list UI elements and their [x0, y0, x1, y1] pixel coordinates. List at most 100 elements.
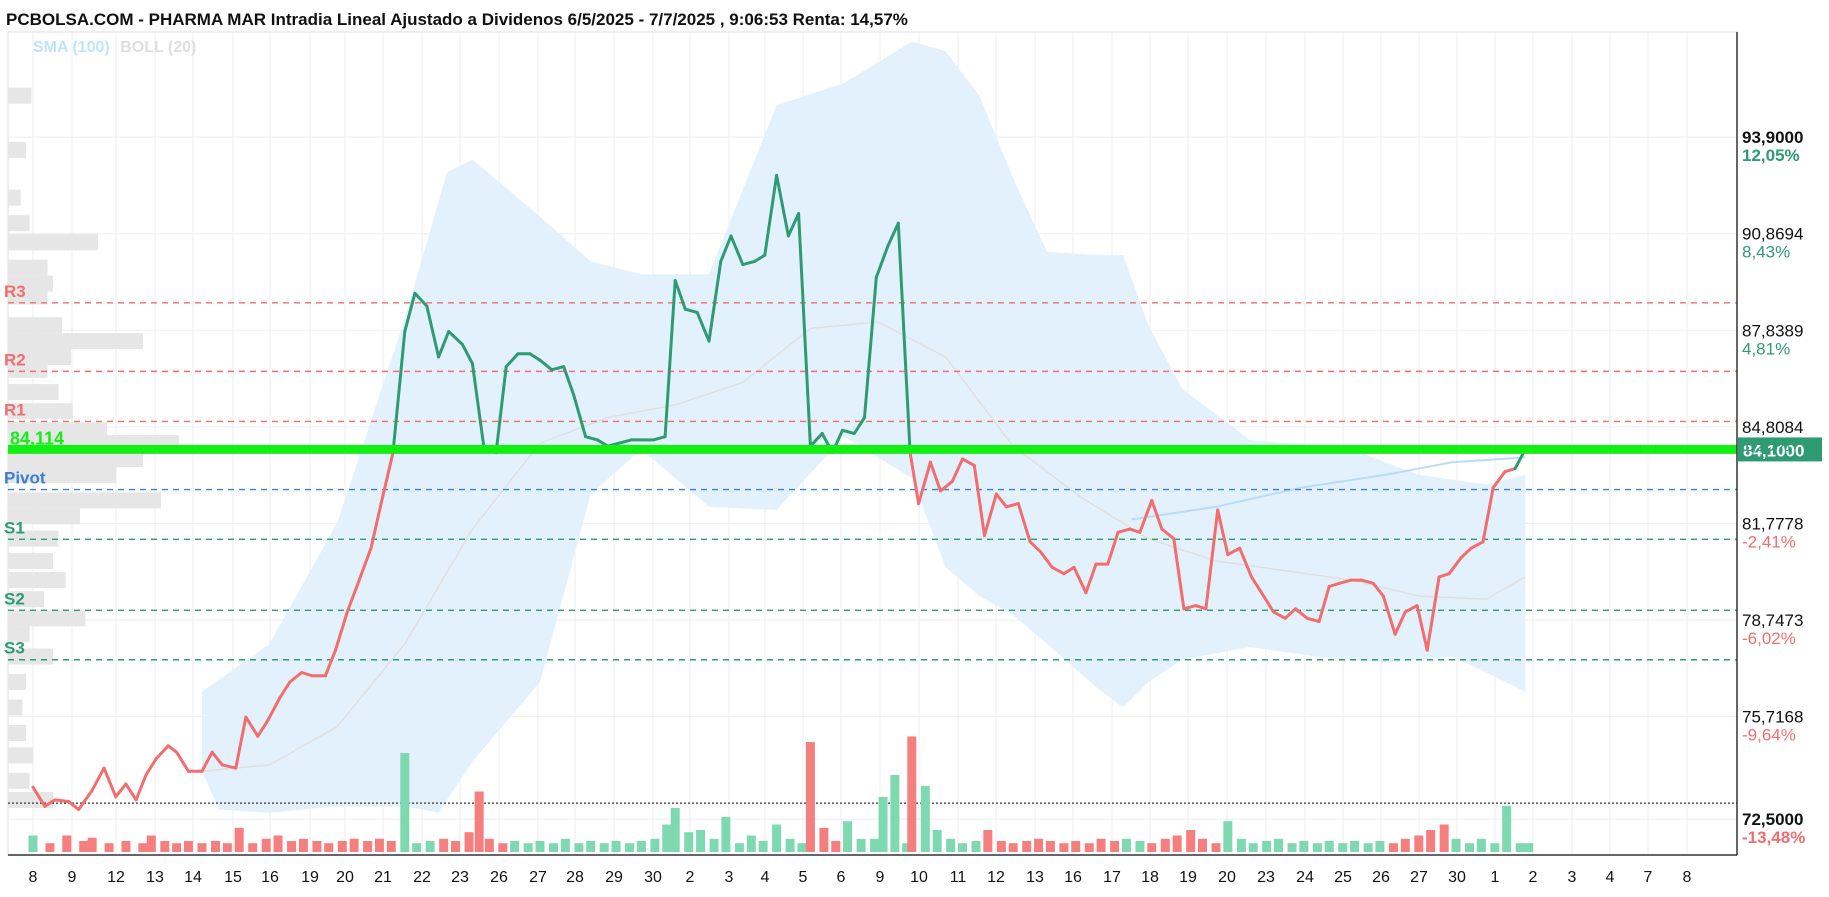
volume-bar	[932, 830, 942, 852]
x-tick-label: 17	[1103, 869, 1121, 886]
x-tick-label: 25	[1334, 869, 1352, 886]
price-segment	[114, 782, 128, 799]
volume-bar	[79, 841, 89, 852]
volume-bar	[721, 816, 731, 852]
volume-bar	[374, 838, 384, 852]
price-segment	[550, 365, 566, 372]
price-segment	[288, 671, 304, 684]
volume-bar	[400, 753, 410, 852]
volume-bar	[650, 838, 660, 852]
y-tick-percent: -6,02%	[1742, 629, 1796, 648]
y-tick-price: 84,8084	[1742, 418, 1803, 437]
price-segment	[797, 212, 812, 448]
price-segment	[1425, 575, 1441, 652]
volume-bar	[197, 843, 207, 852]
price-segment	[695, 310, 711, 343]
x-tick-label: 21	[374, 869, 392, 886]
profile-bar	[8, 333, 143, 350]
x-tick-label: 11	[950, 869, 967, 886]
volume-bar	[890, 775, 900, 852]
price-segment	[210, 750, 224, 767]
x-tick-label: 23	[1257, 869, 1275, 886]
volume-bar	[337, 841, 347, 852]
profile-bar	[8, 422, 107, 439]
price-segment	[1337, 578, 1353, 585]
x-tick-label: 30	[1448, 869, 1466, 886]
volume-bar	[45, 843, 55, 852]
volume-bar	[560, 838, 570, 852]
x-tick-label: 20	[1218, 869, 1236, 886]
x-tick-label: 8	[1683, 869, 1692, 886]
price-segment	[1250, 575, 1264, 595]
x-tick-label: 8	[29, 869, 38, 886]
price-segment	[1415, 604, 1429, 652]
volume-bar	[298, 838, 308, 852]
volume-bar	[273, 835, 283, 852]
y-tick-price: 87,8389	[1742, 321, 1803, 340]
volume-bar	[599, 843, 609, 852]
volume-bar	[287, 841, 297, 852]
volume-bar	[996, 841, 1006, 852]
x-tick-label: 15	[224, 869, 242, 886]
price-segment	[863, 275, 878, 420]
y-tick-price: 93,9000	[1742, 128, 1803, 147]
volume-bar	[160, 841, 170, 852]
volume-bar	[349, 838, 359, 852]
x-tick-label: 23	[451, 869, 469, 886]
pivot-label-s1: S1	[4, 518, 25, 537]
price-segment	[345, 578, 361, 614]
x-tick-label: 30	[644, 869, 662, 886]
volume-bar	[797, 843, 807, 852]
volume-bar	[819, 827, 829, 852]
x-tick-label: 6	[837, 869, 846, 886]
price-segment	[154, 744, 170, 760]
x-tick-label: 9	[68, 869, 77, 886]
volume-bar	[946, 838, 956, 852]
price-segment	[1491, 470, 1507, 490]
volume-bar	[261, 838, 271, 852]
price-segment	[1050, 565, 1066, 576]
price-segment	[729, 234, 745, 267]
price-segment	[775, 173, 790, 238]
price-segment	[494, 365, 508, 455]
volume-bar	[1084, 843, 1094, 852]
volume-bar	[1287, 843, 1297, 852]
pivot-lines: R3 R2 R1 Pivot S1 S2 S3	[4, 282, 1737, 804]
price-segment	[1216, 508, 1230, 557]
x-tick-label: 20	[336, 869, 354, 886]
price-segment	[266, 696, 282, 722]
volume-bar	[983, 830, 993, 852]
volume-bar	[386, 841, 396, 852]
x-tick-label: 28	[566, 869, 584, 886]
price-segment	[437, 330, 451, 359]
volume-bar	[1008, 843, 1018, 852]
price-segment	[673, 279, 687, 311]
price-segment	[1327, 581, 1341, 588]
volume-bar	[510, 841, 520, 852]
volume-bar	[1096, 838, 1106, 852]
price-segment	[994, 492, 1008, 509]
volume-bar	[1172, 835, 1182, 852]
y-tick-price: 72,5000	[1742, 810, 1803, 829]
x-tick-label: 7	[1644, 869, 1653, 886]
price-segment	[220, 763, 238, 770]
current-price-badge	[1738, 437, 1822, 462]
x-tick-label: 26	[1372, 869, 1390, 886]
volume-bar	[1248, 843, 1258, 852]
price-segment	[983, 492, 998, 537]
price-segment	[447, 330, 464, 346]
volume-bar	[1034, 838, 1044, 852]
volume-bar	[1299, 841, 1309, 852]
volume-bar	[1363, 843, 1373, 852]
price-segment	[939, 479, 954, 493]
price-segment	[1004, 502, 1020, 509]
price-segment	[886, 221, 900, 247]
price-segment	[1403, 604, 1419, 614]
volume-bar	[1121, 838, 1131, 852]
volume-bar	[1490, 843, 1500, 852]
volume-bar	[1324, 841, 1334, 852]
volume-bar	[1524, 843, 1534, 852]
price-segment	[753, 253, 767, 263]
volume-bar	[684, 832, 694, 852]
